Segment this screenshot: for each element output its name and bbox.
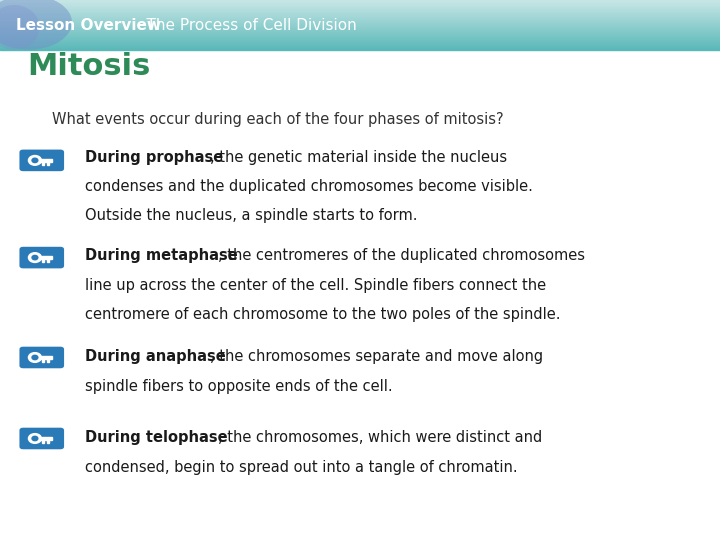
Bar xyxy=(0,32,720,33)
Text: centromere of each chromosome to the two poles of the spindle.: centromere of each chromosome to the two… xyxy=(85,307,560,322)
Circle shape xyxy=(29,156,42,165)
Bar xyxy=(0,42,720,43)
Text: What events occur during each of the four phases of mitosis?: What events occur during each of the fou… xyxy=(52,112,503,127)
Bar xyxy=(0,5,720,6)
Bar xyxy=(0,14,720,15)
Circle shape xyxy=(29,434,42,443)
Ellipse shape xyxy=(0,5,40,50)
Circle shape xyxy=(29,353,42,362)
Bar xyxy=(0,17,720,18)
FancyBboxPatch shape xyxy=(19,150,64,171)
Text: , the chromosomes, which were distinct and: , the chromosomes, which were distinct a… xyxy=(218,430,543,445)
Text: , the genetic material inside the nucleus: , the genetic material inside the nucleu… xyxy=(210,150,507,165)
Text: , the centromeres of the duplicated chromosomes: , the centromeres of the duplicated chro… xyxy=(218,248,585,264)
Bar xyxy=(0,19,720,20)
Bar xyxy=(0,26,720,28)
Text: During telophase: During telophase xyxy=(85,430,228,445)
Bar xyxy=(35,256,53,259)
Text: Mitosis: Mitosis xyxy=(27,52,150,82)
Bar xyxy=(0,31,720,32)
Bar xyxy=(47,440,48,443)
Bar xyxy=(0,21,720,22)
Bar xyxy=(42,440,45,443)
Bar xyxy=(0,34,720,35)
Bar xyxy=(0,35,720,36)
Circle shape xyxy=(32,436,38,441)
Bar xyxy=(35,159,53,162)
Text: During metaphase: During metaphase xyxy=(85,248,238,264)
Ellipse shape xyxy=(0,0,72,50)
Bar xyxy=(0,10,720,11)
Bar xyxy=(0,9,720,10)
Bar xyxy=(0,46,720,47)
Bar xyxy=(0,12,720,14)
Bar xyxy=(47,359,48,362)
FancyBboxPatch shape xyxy=(19,347,64,368)
Text: The Process of Cell Division: The Process of Cell Division xyxy=(127,18,357,33)
Bar xyxy=(0,28,720,29)
Bar xyxy=(0,8,720,9)
Bar xyxy=(42,162,45,165)
Bar xyxy=(0,47,720,48)
Bar xyxy=(0,49,720,50)
Circle shape xyxy=(32,158,38,163)
Bar xyxy=(0,36,720,37)
Bar xyxy=(0,43,720,44)
Bar xyxy=(42,259,45,262)
Bar xyxy=(47,259,48,262)
FancyBboxPatch shape xyxy=(19,428,64,449)
Bar xyxy=(0,40,720,42)
Text: line up across the center of the cell. Spindle fibers connect the: line up across the center of the cell. S… xyxy=(85,278,546,293)
Bar xyxy=(0,33,720,34)
Bar xyxy=(35,356,53,359)
Bar xyxy=(0,37,720,38)
Text: During prophase: During prophase xyxy=(85,150,223,165)
Bar xyxy=(42,359,45,362)
Bar xyxy=(0,6,720,8)
Bar xyxy=(35,437,53,440)
Bar xyxy=(0,44,720,45)
Bar xyxy=(0,0,720,1)
Bar xyxy=(0,39,720,40)
Bar xyxy=(0,24,720,25)
Text: Outside the nucleus, a spindle starts to form.: Outside the nucleus, a spindle starts to… xyxy=(85,208,418,223)
Bar xyxy=(0,4,720,5)
Bar xyxy=(0,30,720,31)
Text: Lesson Overview: Lesson Overview xyxy=(16,18,161,33)
Text: condensed, begin to spread out into a tangle of chromatin.: condensed, begin to spread out into a ta… xyxy=(85,460,518,475)
Bar xyxy=(0,29,720,30)
Bar xyxy=(0,1,720,2)
Text: condenses and the duplicated chromosomes become visible.: condenses and the duplicated chromosomes… xyxy=(85,179,533,194)
Bar xyxy=(0,18,720,19)
Text: During anaphase: During anaphase xyxy=(85,349,225,364)
Bar xyxy=(0,48,720,49)
Bar xyxy=(0,45,720,46)
Bar xyxy=(0,2,720,3)
Bar xyxy=(47,162,48,165)
Bar xyxy=(0,23,720,24)
Bar xyxy=(0,3,720,4)
Circle shape xyxy=(29,253,42,262)
Circle shape xyxy=(32,355,38,360)
Bar xyxy=(0,38,720,39)
Bar xyxy=(0,11,720,12)
Bar xyxy=(0,20,720,21)
Circle shape xyxy=(32,255,38,260)
Bar xyxy=(0,25,720,26)
Bar xyxy=(0,22,720,23)
Text: , the chromosomes separate and move along: , the chromosomes separate and move alon… xyxy=(210,349,543,364)
FancyBboxPatch shape xyxy=(19,247,64,268)
Bar xyxy=(0,15,720,16)
Text: spindle fibers to opposite ends of the cell.: spindle fibers to opposite ends of the c… xyxy=(85,379,392,394)
Bar xyxy=(0,16,720,17)
